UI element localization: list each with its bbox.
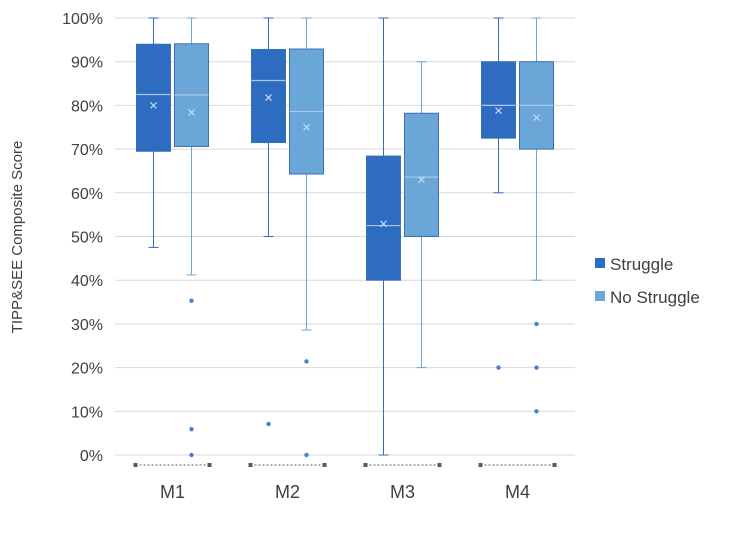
y-axis-title: TIPP&SEE Composite Score (9, 141, 26, 334)
x-axis (133, 463, 557, 467)
legend: Struggle No Struggle (595, 255, 700, 307)
outlier-point (266, 421, 271, 427)
box-no-struggle-m4 (519, 17, 554, 414)
outlier-point (189, 298, 194, 303)
outlier-point (189, 452, 194, 458)
x-axis-tick-cap (437, 463, 442, 467)
outlier-point (304, 452, 309, 458)
iqr-box (481, 61, 516, 139)
iqr-box (136, 43, 171, 152)
box-no-struggle-m1 (174, 17, 209, 458)
mean-marker (533, 114, 540, 122)
y-tick-label: 60% (71, 186, 103, 203)
y-tick-label: 100% (62, 11, 103, 28)
box-struggle-m4 (481, 17, 516, 370)
category-label: M2 (275, 482, 300, 502)
x-axis-tick-cap (207, 463, 212, 467)
mean-marker (418, 176, 425, 184)
mean-marker (380, 220, 387, 228)
iqr-box (366, 155, 401, 281)
y-tick-label: 80% (71, 98, 103, 115)
x-axis-tick-cap (248, 463, 253, 467)
iqr-box (251, 48, 286, 144)
legend-swatch-no-struggle (595, 291, 605, 301)
mean-marker (303, 123, 310, 131)
mean-marker (495, 107, 502, 115)
category-labels: M1 M2 M3 M4 (160, 482, 530, 502)
y-tick-label: 10% (71, 404, 103, 421)
outlier-point (534, 409, 539, 414)
y-tick-label: 50% (71, 230, 103, 247)
x-axis-tick-cap (363, 463, 368, 467)
mean-marker (265, 94, 272, 101)
outlier-point (496, 365, 501, 370)
outlier-point (534, 321, 539, 327)
outlier-point (304, 359, 309, 364)
legend-swatch-struggle (595, 258, 605, 268)
x-axis-tick-cap (133, 463, 138, 467)
category-label: M3 (390, 482, 415, 502)
x-axis-tick-cap (478, 463, 483, 467)
y-tick-label: 0% (80, 448, 103, 465)
y-tick-label: 90% (71, 55, 103, 72)
y-tick-label: 40% (71, 273, 103, 290)
legend-label-no-struggle: No Struggle (610, 288, 700, 307)
category-label: M1 (160, 482, 185, 502)
y-tick-label: 70% (71, 142, 103, 159)
y-tick-label: 20% (71, 361, 103, 378)
box-no-struggle-m2 (289, 17, 324, 458)
iqr-box (404, 112, 439, 237)
box-series (136, 17, 554, 458)
box-struggle-m3 (366, 17, 401, 456)
legend-label-struggle: Struggle (610, 255, 673, 274)
y-tick-labels: 0% 10% 20% 30% 40% 50% 60% 70% 80% 90% 100% (62, 11, 103, 465)
y-tick-label: 30% (71, 317, 103, 334)
outlier-point (534, 365, 539, 370)
mean-marker (150, 101, 157, 109)
category-label: M4 (505, 482, 530, 502)
mean-marker (188, 108, 195, 116)
box-struggle-m1 (136, 17, 171, 248)
x-axis-tick-cap (322, 463, 327, 467)
box-struggle-m2 (251, 17, 286, 427)
box-no-struggle-m3 (404, 61, 439, 369)
x-axis-tick-cap (552, 463, 557, 467)
outlier-point (189, 427, 194, 432)
